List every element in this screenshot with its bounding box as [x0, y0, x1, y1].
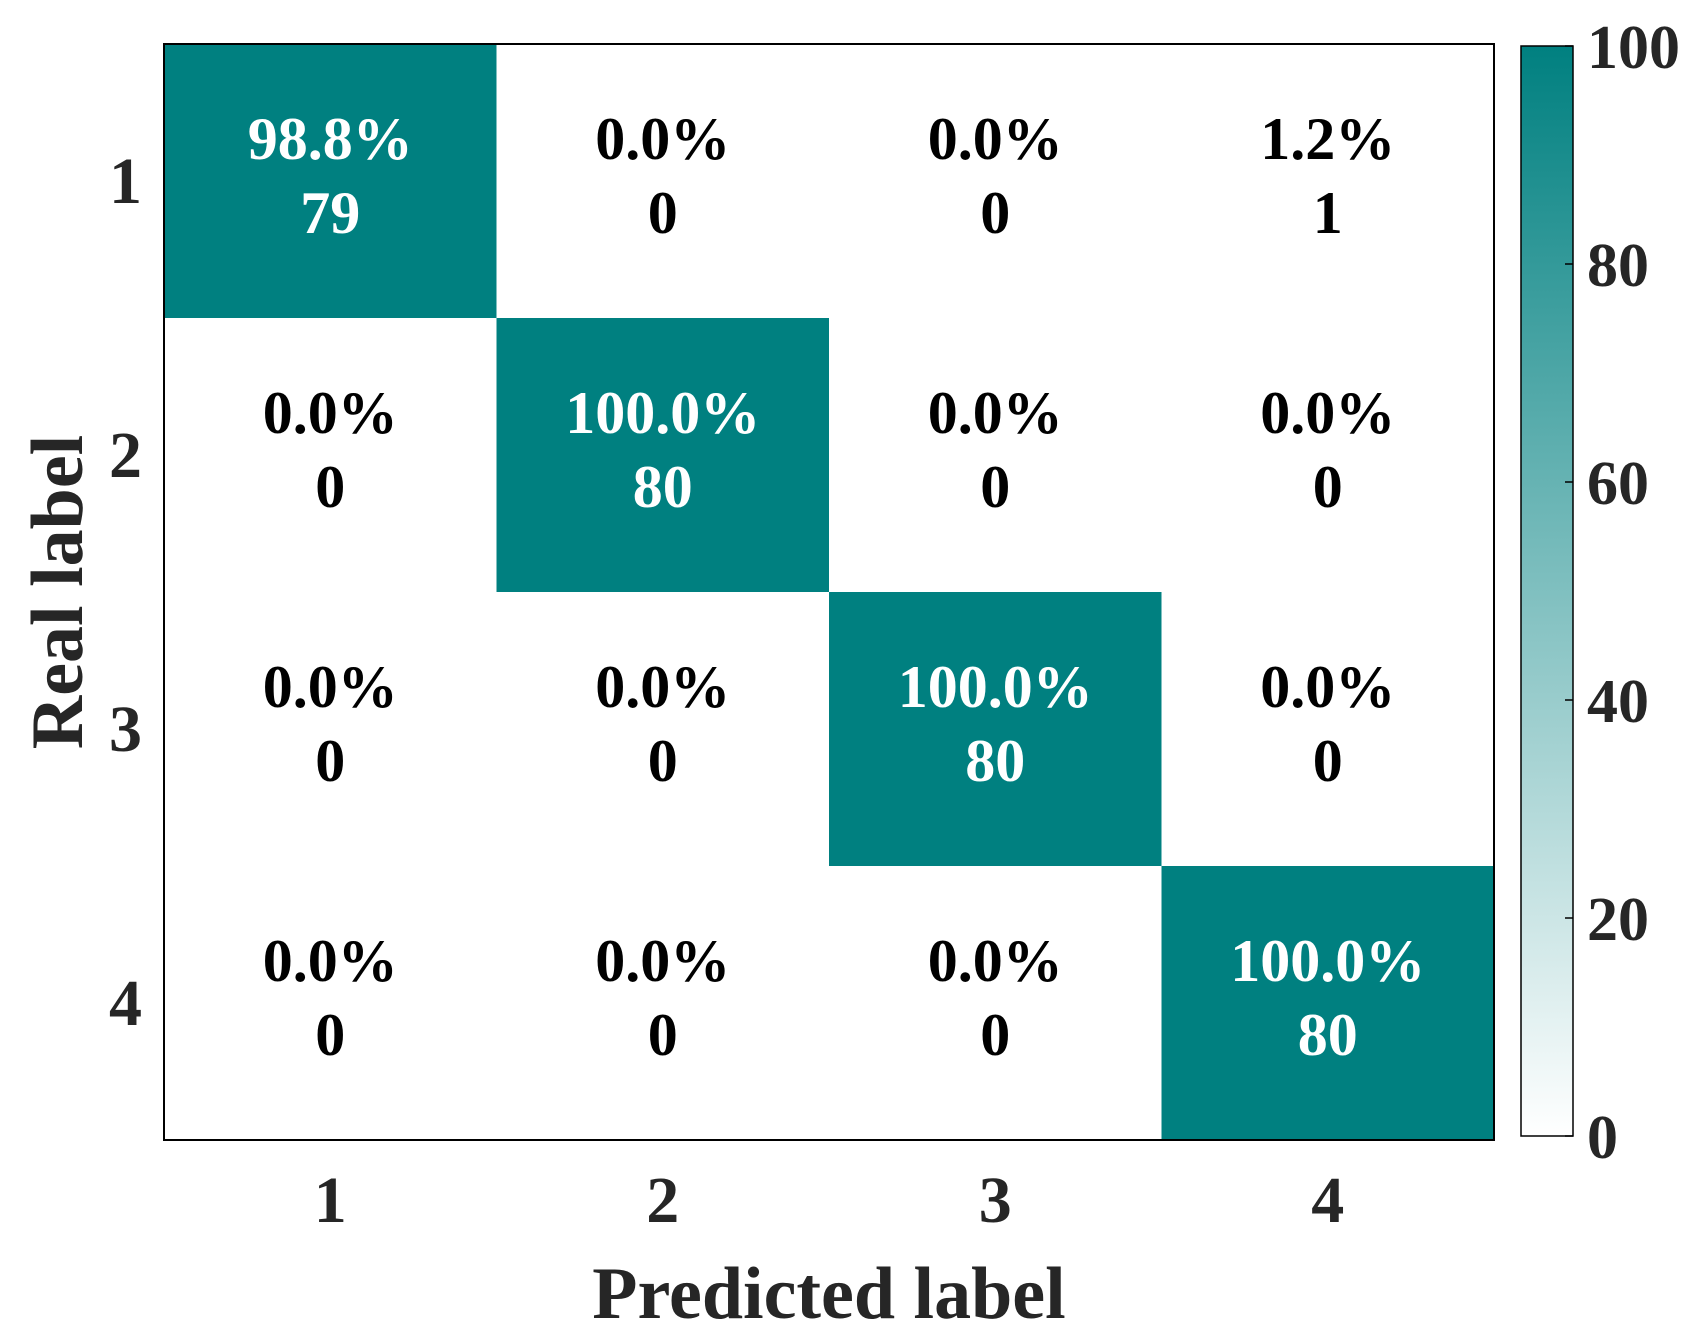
matrix-cell-r2-c3	[829, 318, 1162, 592]
cell-percentage: 100.0%	[898, 654, 1093, 720]
matrix-cell-r2-c2	[496, 318, 829, 592]
matrix-cell-r3-c1	[164, 592, 497, 866]
colorbar	[1520, 45, 1574, 1137]
y-tick-label: 3	[109, 693, 142, 766]
cell-percentage: 0.0%	[1260, 654, 1395, 720]
matrix-cell-r1-c2	[496, 44, 829, 318]
matrix-cell-r3-c4	[1161, 592, 1494, 866]
colorbar-tick-label: 40	[1587, 668, 1649, 736]
matrix-cell-r3-c3	[829, 592, 1162, 866]
matrix-cell-r3-c2	[496, 592, 829, 866]
cell-count: 0	[1313, 728, 1343, 794]
y-tick-labels: 1 2 3 4	[109, 145, 142, 1040]
cell-count: 1	[1313, 180, 1343, 246]
cell-count: 80	[633, 454, 693, 520]
matrix-cell-r4-c4	[1161, 866, 1494, 1140]
y-tick-label: 4	[109, 967, 142, 1040]
x-tick-label: 2	[646, 1164, 679, 1237]
x-tick-label: 3	[979, 1164, 1012, 1237]
colorbar-tick-label: 20	[1587, 886, 1649, 954]
cell-count: 0	[980, 1002, 1010, 1068]
matrix-cell-r1-c1	[164, 44, 497, 318]
cell-count: 80	[1298, 1002, 1358, 1068]
cell-count: 0	[315, 1002, 345, 1068]
cell-count: 79	[300, 180, 360, 246]
y-tick-label: 1	[109, 145, 142, 218]
y-tick-label: 2	[109, 419, 142, 492]
colorbar-tick-label: 100	[1587, 14, 1680, 82]
cell-percentage: 0.0%	[263, 654, 398, 720]
matrix-cell-r4-c3	[829, 866, 1162, 1140]
cell-count: 0	[315, 728, 345, 794]
matrix-cell-r4-c2	[496, 866, 829, 1140]
cell-percentage: 0.0%	[263, 928, 398, 994]
cell-count: 0	[1313, 454, 1343, 520]
cell-percentage: 0.0%	[263, 380, 398, 446]
cell-count: 0	[648, 180, 678, 246]
cell-percentage: 0.0%	[1260, 380, 1395, 446]
colorbar-ticks: 0 20 40 60 80 100	[1565, 14, 1680, 1172]
matrix-cell-r2-c1	[164, 318, 497, 592]
matrix-cell-r2-c4	[1161, 318, 1494, 592]
cell-count: 0	[648, 1002, 678, 1068]
matrix-cells	[164, 44, 1494, 1140]
cell-percentage: 98.8%	[248, 106, 413, 172]
x-tick-labels: 1 2 3 4	[314, 1164, 1345, 1237]
cell-percentage: 0.0%	[928, 928, 1063, 994]
colorbar-tick-label: 60	[1587, 450, 1649, 518]
cell-percentage: 0.0%	[595, 654, 730, 720]
cell-count: 0	[315, 454, 345, 520]
matrix-cell-r1-c3	[829, 44, 1162, 318]
x-tick-label: 1	[314, 1164, 347, 1237]
cell-percentage: 100.0%	[565, 380, 760, 446]
cell-percentage: 0.0%	[595, 928, 730, 994]
matrix-cell-r1-c4	[1161, 44, 1494, 318]
cell-count: 0	[648, 728, 678, 794]
x-axis-label: Predicted label	[592, 1253, 1065, 1335]
matrix-frame	[163, 43, 1495, 1141]
colorbar-tick-label: 80	[1587, 232, 1649, 300]
cell-count: 0	[980, 454, 1010, 520]
cell-percentage: 0.0%	[928, 106, 1063, 172]
cell-percentage: 0.0%	[928, 380, 1063, 446]
cell-percentage: 100.0%	[1230, 928, 1425, 994]
x-tick-label: 4	[1311, 1164, 1344, 1237]
cell-count: 80	[965, 728, 1025, 794]
matrix-cell-r4-c1	[164, 866, 497, 1140]
matrix-cell-labels: 98.8% 79 0.0% 0 0.0% 0 1.2% 1 0.0% 0 100.0% 80 0.0% 0…	[248, 106, 1426, 1068]
cell-count: 0	[980, 180, 1010, 246]
cell-percentage: 0.0%	[595, 106, 730, 172]
cell-percentage: 1.2%	[1260, 106, 1395, 172]
colorbar-tick-label: 0	[1587, 1104, 1618, 1172]
y-axis-label: Real label	[17, 435, 99, 749]
